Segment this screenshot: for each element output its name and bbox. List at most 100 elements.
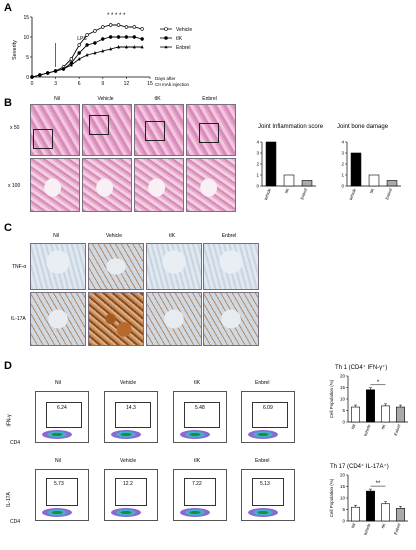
panel-label-c: C [4, 222, 12, 234]
bar-tik [381, 405, 390, 423]
data-point [46, 71, 50, 75]
y-tick-label: 5 [342, 408, 345, 413]
data-point [77, 43, 81, 47]
y-tick-label: 3 [341, 151, 344, 156]
histology-tik-x100 [134, 158, 184, 212]
data-point [116, 23, 121, 27]
category-label: Nil [350, 523, 356, 529]
y-tick-label: 20 [340, 374, 346, 379]
flow-value: 7.22 [192, 481, 202, 487]
histology-vehicle-x100 [82, 158, 132, 212]
data-point [124, 35, 129, 39]
data-point [85, 53, 89, 57]
data-point [93, 51, 97, 55]
b-row-x50: x 50 [10, 125, 20, 131]
flow-value: 6.09 [263, 405, 273, 411]
y-tick-label: 0 [256, 184, 259, 189]
d-bot-col-vehicle: Vehicle [120, 458, 137, 464]
x-tick-label: 9 [101, 81, 104, 87]
flow-value: 14.3 [126, 405, 136, 411]
data-point [101, 37, 105, 41]
flow-top-vehicle: 14.3 [104, 391, 158, 443]
bar-tik [283, 174, 295, 187]
histology-nil-x50 [30, 104, 80, 156]
category-label: Enbrel [393, 424, 402, 436]
category-label: tIK [284, 187, 290, 194]
y-tick-label: 10 [340, 496, 346, 501]
bar-nil [351, 506, 360, 522]
category-label: Enbrel [384, 188, 393, 200]
y-tick-label: 0 [342, 420, 345, 425]
bar-vehicle [350, 152, 362, 187]
data-point [132, 25, 136, 29]
legend-label: Vehicle [176, 27, 192, 33]
legend-marker [164, 45, 168, 49]
d-bot-xlabel: CD4 [10, 519, 21, 525]
data-point [69, 63, 73, 67]
flow-bottom-nil: 5.73 [35, 469, 89, 521]
bar-vehicle [366, 490, 375, 522]
bar-tik [368, 174, 380, 187]
c-row-tnf: TNF-α [12, 264, 27, 270]
y-tick-label: 15 [340, 385, 346, 390]
joint-inflammation-bar-chart: 0 1 2 3 4 Vehicle tIK Enbrel [256, 140, 316, 200]
y-tick-label: 4 [341, 140, 344, 145]
xlabel-injection: CII mAb injection [155, 82, 190, 87]
x-tick-label: 3 [54, 81, 57, 87]
bar-enbrel [386, 180, 398, 187]
flow-top-tik: 5.48 [173, 391, 227, 443]
y-tick-label: 15 [23, 15, 29, 21]
severity-line-chart: Severity LPS * * * * * Days after CII mA… [12, 13, 192, 87]
data-point [54, 69, 58, 73]
ihc-tnf-vehicle [88, 243, 144, 290]
joint-bone-damage-bar-chart: 0 1 2 3 4 Vehicle tIK Enbrel [341, 140, 401, 200]
severity-ylabel: Severity [12, 40, 18, 60]
category-label: Nil [350, 424, 356, 430]
histology-nil-x100 [30, 158, 80, 212]
d-bot-col-nil: Nil [55, 458, 61, 464]
data-point [38, 73, 42, 77]
panel-label-a: A [4, 2, 12, 14]
y-tick-label: 0 [341, 184, 344, 189]
data-point [108, 35, 113, 39]
y-tick-label: 10 [23, 35, 29, 41]
y-tick-label: 5 [342, 507, 345, 512]
flow-value: 5.48 [195, 405, 205, 411]
lps-label: LPS [77, 36, 87, 42]
panel-label-b: B [4, 97, 12, 109]
panel-label-d: D [4, 360, 12, 372]
legend-label: tIK [176, 36, 183, 42]
data-point [140, 37, 144, 41]
category-label: tIK [380, 423, 386, 430]
th17-bar-chart: 0 5 10 15 20 Cell Population (%) Nil Vehicle tIK… [329, 473, 408, 535]
d-top-ylabel: IFN-γ [6, 414, 13, 427]
data-point [109, 47, 113, 51]
legend-marker [164, 27, 168, 31]
d-top-col-enbrel: Enbrel [255, 380, 270, 386]
y-tick-label: 5 [26, 55, 29, 61]
th1-bar-chart: 0 5 10 15 20 Cell Population (%) Nil Vehicle tIK… [329, 374, 408, 436]
c-row-il17a: IL-17A [11, 316, 26, 322]
x-tick-label: 0 [31, 81, 34, 87]
flow-bottom-vehicle: 12.2 [104, 469, 158, 521]
data-point [101, 25, 105, 29]
d-bot-col-enbrel: Enbrel [255, 458, 270, 464]
d-top-col-tik: tIK [194, 380, 201, 386]
th17-title: Th 17 (CD4⁺ IL-17A⁺) [330, 464, 389, 470]
c-col-nil: Nil [53, 233, 59, 239]
histology-enbrel-x100 [186, 158, 236, 212]
xlabel-days: Days after [155, 76, 176, 81]
y-tick-label: 0 [342, 519, 345, 524]
category-label: tIK [380, 522, 386, 529]
y-tick-label: 10 [340, 397, 346, 402]
data-point [108, 23, 113, 27]
b-col-vehicle: Vehicle [97, 96, 114, 102]
legend-label: Enbrel [176, 45, 190, 51]
bar-enbrel [396, 508, 405, 522]
data-point [85, 33, 89, 37]
c-col-enbrel: Enbrel [221, 233, 237, 239]
c-col-vehicle: Vehicle [105, 233, 123, 239]
y-axis-label: Cell Population (%) [329, 478, 334, 517]
ihc-il17a-enbrel [203, 292, 259, 346]
b-row-x100: x 100 [8, 183, 21, 189]
